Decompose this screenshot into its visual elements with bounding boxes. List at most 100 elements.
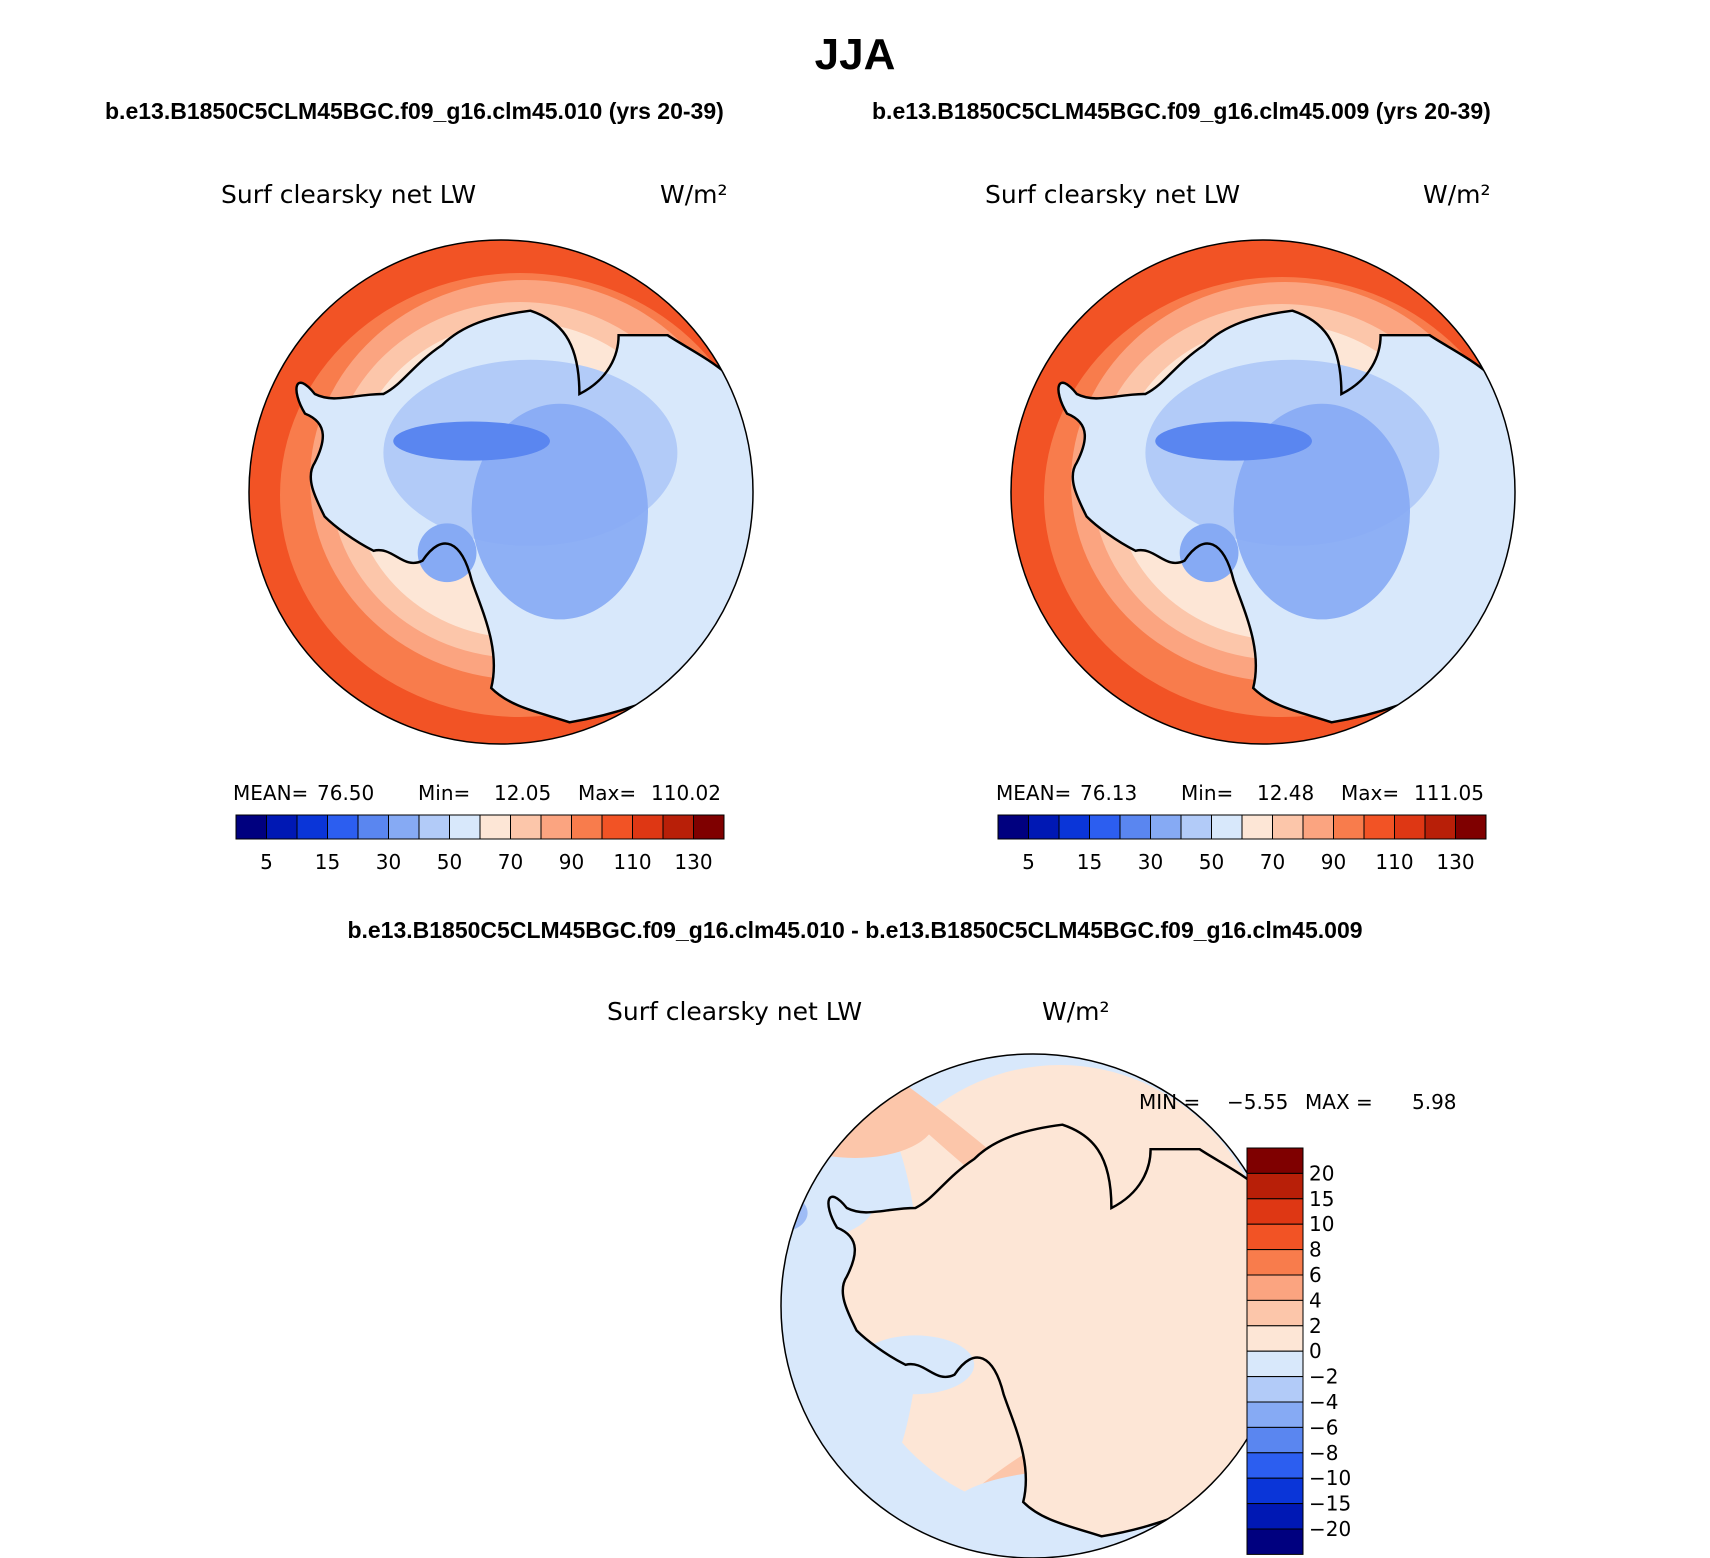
colorbar-tick-label: 15: [315, 850, 340, 874]
colorbar-swatch: [1455, 814, 1487, 840]
colorbar-tick-label: 6: [1309, 1263, 1322, 1287]
colorbar-tick-label: 20: [1309, 1161, 1334, 1185]
colorbar-tick-label: 5: [1022, 850, 1035, 874]
colorbar-swatch: [1211, 814, 1243, 840]
colorbar-tick-label: −2: [1309, 1365, 1338, 1389]
right-continent: [1057, 309, 1515, 724]
colorbar-swatch: [388, 814, 420, 840]
colorbar-swatch: [1246, 1147, 1304, 1174]
diff-map: [781, 1054, 1285, 1558]
colorbar-swatch: [296, 814, 328, 840]
colorbar-swatch: [1246, 1223, 1304, 1251]
colorbar-tick-label: 4: [1309, 1288, 1322, 1312]
colorbar-tick-label: 30: [376, 850, 401, 874]
colorbar-tick-label: 90: [1321, 850, 1346, 874]
colorbar-tick-label: 10: [1309, 1212, 1334, 1236]
right-variable-label: Surf clearsky net LW: [985, 180, 1240, 209]
colorbar-swatch: [693, 814, 725, 840]
colorbar-tick-label: 50: [1199, 850, 1224, 874]
colorbar-swatch: [1302, 814, 1334, 840]
right-min-value: 12.48: [1257, 781, 1314, 805]
colorbar-swatch: [235, 814, 267, 840]
colorbar-tick-label: 2: [1309, 1314, 1322, 1338]
colorbar-tick-label: −15: [1309, 1492, 1351, 1516]
colorbar-tick-label: 90: [559, 850, 584, 874]
colorbar-swatch: [1246, 1528, 1304, 1555]
colorbar-tick-label: 110: [1375, 850, 1413, 874]
colorbar-swatch: [510, 814, 542, 840]
colorbar-swatch: [357, 814, 389, 840]
colorbar-swatch: [1246, 1172, 1304, 1200]
right-case-title: b.e13.B1850C5CLM45BGC.f09_g16.clm45.009 …: [872, 98, 1491, 124]
diff-variable-label: Surf clearsky net LW: [607, 997, 862, 1026]
colorbar-swatch: [1333, 814, 1365, 840]
colorbar-tick-label: 15: [1077, 850, 1102, 874]
left-colorbar: 5 15 30 50 70 90 110 130: [235, 814, 725, 874]
colorbar-swatch: [1363, 814, 1395, 840]
colorbar-swatch: [1119, 814, 1151, 840]
right-max-value: 111.05: [1414, 781, 1484, 805]
colorbar-swatch: [1150, 814, 1182, 840]
colorbar-swatch: [571, 814, 603, 840]
left-panel: Surf clearsky net LW W/m² MEAN= 76.50 Mi…: [221, 180, 754, 874]
colorbar-tick-label: −8: [1309, 1441, 1338, 1465]
left-min-value: 12.05: [494, 781, 551, 805]
colorbar-tick-label: 130: [674, 850, 712, 874]
colorbar-swatch: [479, 814, 511, 840]
colorbar-swatch: [1246, 1376, 1304, 1403]
colorbar-swatch: [1246, 1350, 1304, 1378]
colorbar-swatch: [1424, 814, 1456, 840]
left-variable-label: Surf clearsky net LW: [221, 180, 476, 209]
left-max-value: 110.02: [651, 781, 721, 805]
colorbar-swatch: [540, 814, 572, 840]
colorbar-tick-label: −20: [1309, 1517, 1351, 1541]
diff-min-label: MIN =: [1139, 1090, 1200, 1114]
main-title: JJA: [814, 30, 896, 79]
colorbar-tick-label: 30: [1138, 850, 1163, 874]
left-map: [249, 240, 753, 744]
colorbar-swatch: [449, 814, 481, 840]
colorbar-swatch: [1246, 1274, 1304, 1301]
diff-units-label: W/m²: [1042, 997, 1110, 1026]
colorbar-swatch: [1246, 1325, 1304, 1352]
diff-max-value: 5.98: [1412, 1090, 1457, 1114]
right-mean-label: MEAN=: [996, 781, 1071, 805]
colorbar-tick-label: 0: [1309, 1339, 1322, 1363]
diff-panel: Surf clearsky net LW W/m² MIN = −5.55 MA: [607, 997, 1457, 1558]
right-units-label: W/m²: [1423, 180, 1491, 209]
colorbar-tick-label: 130: [1436, 850, 1474, 874]
colorbar-tick-label: −6: [1309, 1415, 1338, 1439]
colorbar-tick-label: 110: [613, 850, 651, 874]
colorbar-swatch: [1394, 814, 1426, 840]
colorbar-swatch: [662, 814, 694, 840]
colorbar-swatch: [1246, 1401, 1304, 1428]
colorbar-swatch: [1180, 814, 1212, 840]
colorbar-tick-label: −4: [1309, 1390, 1338, 1414]
colorbar-tick-label: 70: [498, 850, 523, 874]
colorbar-tick-label: 5: [260, 850, 273, 874]
left-mean-value: 76.50: [317, 781, 374, 805]
left-continent: [295, 309, 753, 724]
left-map-border: [248, 239, 754, 745]
diff-max-label: MAX =: [1305, 1090, 1373, 1114]
colorbar-swatch: [1246, 1452, 1304, 1479]
colorbar-swatch: [1246, 1249, 1304, 1276]
left-case-title: b.e13.B1850C5CLM45BGC.f09_g16.clm45.010 …: [105, 98, 724, 124]
colorbar-swatch: [266, 814, 298, 840]
right-colorbar: 5 15 30 50 70 90 110 130: [997, 814, 1487, 874]
left-units-label: W/m²: [660, 180, 728, 209]
colorbar-swatch: [1246, 1198, 1304, 1225]
colorbar-swatch: [632, 814, 664, 840]
colorbar-tick-label: 50: [437, 850, 462, 874]
left-mean-label: MEAN=: [233, 781, 308, 805]
diff-case-title: b.e13.B1850C5CLM45BGC.f09_g16.clm45.010 …: [347, 917, 1363, 943]
diff-min-value: −5.55: [1227, 1090, 1288, 1114]
colorbar-tick-label: −10: [1309, 1466, 1351, 1490]
right-map-border: [1010, 239, 1516, 745]
right-mean-value: 76.13: [1080, 781, 1137, 805]
colorbar-tick-label: 15: [1309, 1187, 1334, 1211]
colorbar-swatch: [1246, 1477, 1304, 1505]
colorbar-swatch: [1058, 814, 1090, 840]
